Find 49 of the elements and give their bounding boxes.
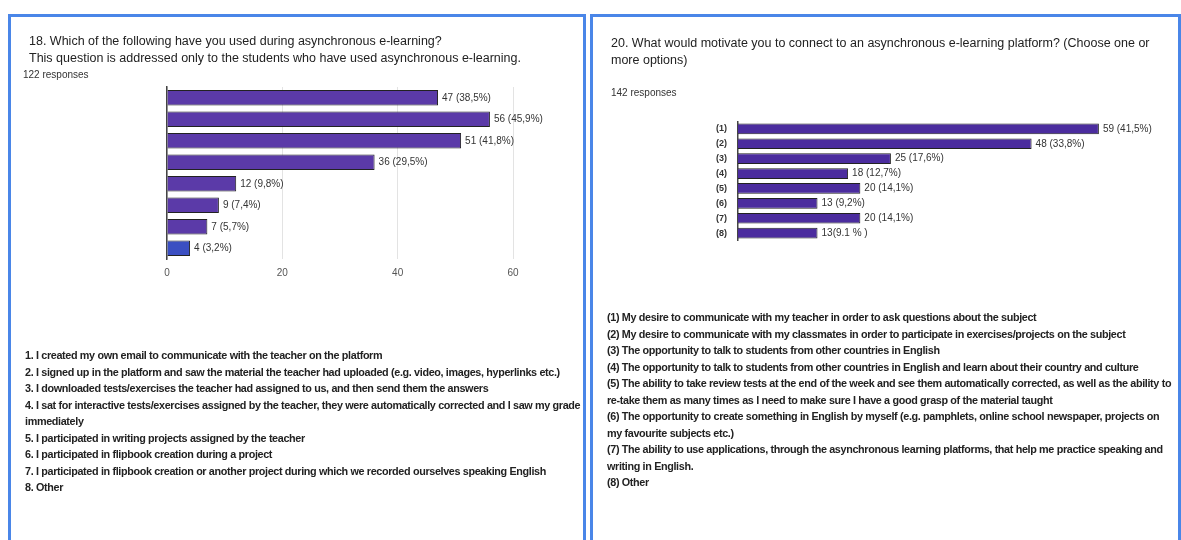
data-label: 20 (14,1%) bbox=[864, 182, 914, 194]
data-label: 51 (41,8%) bbox=[465, 134, 515, 146]
text: 4. I sat for interactive tests/exercises assigned by the teacher, they were automatically corrected and I saw my grade immediately bbox=[25, 397, 582, 429]
text: 7. I participated in flipbook creation or another project during which we recorded ourselves speaking English bbox=[25, 463, 547, 479]
data-label: 20 (14,1%) bbox=[864, 212, 914, 223]
text: (4) The opportunity to talk to students from other countries in English and learn about their country and culture bbox=[607, 359, 1140, 375]
y-tick-label: (6) bbox=[716, 197, 727, 208]
text: (7) The ability to use applications, through the asynchronous learning platforms, that help me practice speaking and writing in English. bbox=[607, 442, 1164, 474]
text: (8) Other bbox=[607, 475, 650, 490]
text: 122 responses bbox=[23, 69, 89, 80]
data-label: 25 (17,6%) bbox=[894, 152, 944, 164]
data-label: 18 (12,7%) bbox=[852, 167, 902, 179]
data-label: 12 (9,8%) bbox=[240, 177, 284, 189]
data-label: 4 (3,2%) bbox=[194, 242, 232, 253]
text: (5) The ability to take review tests at the end of the week and see them automatically corrected, as well as the ability to re-take them as many times as I need to make sure I have a good grasp of the material taught bbox=[607, 376, 1173, 408]
chart-subtitle: This question is addressed only to the students who have used asynchronous e-learning. bbox=[29, 51, 521, 65]
text: 5. I participated in writing projects assigned by the teacher bbox=[25, 430, 306, 446]
text: (3) The opportunity to talk to students from other countries in English bbox=[607, 343, 941, 358]
text: 2. I signed up in the platform and saw the material the teacher had uploaded (e.g. video, images, hyperlinks etc.) bbox=[25, 364, 561, 380]
data-label: 59 (41,5%) bbox=[1102, 122, 1152, 134]
data-label: 7 (5,7%) bbox=[211, 220, 250, 232]
data-label: 47 (38,5%) bbox=[442, 91, 491, 103]
data-label: 56 (45,9%) bbox=[493, 113, 543, 124]
x-tick-label: 20 bbox=[276, 266, 289, 278]
data-label: 9 (7,4%) bbox=[222, 199, 261, 210]
data-label: 48 (33,8%) bbox=[1035, 137, 1085, 149]
text: (1) My desire to communicate with my teacher in order to ask questions about the subject bbox=[607, 310, 1038, 325]
data-label: 13(9.1 % ) bbox=[821, 226, 868, 238]
text: 1. I created my own email to communicate with the teacher on the platform bbox=[25, 348, 384, 363]
y-tick-label: (1) bbox=[716, 123, 727, 134]
text: 6. I participated in flipbook creation during a project bbox=[25, 447, 274, 462]
text: 3. I downloaded tests/exercises the teacher had assigned to us, and then send them the answers bbox=[25, 381, 490, 396]
y-tick-label: (4) bbox=[716, 168, 727, 179]
data-label: 13 (9,2%) bbox=[821, 197, 865, 209]
x-tick-label: 60 bbox=[507, 266, 519, 278]
x-tick-label: 40 bbox=[392, 266, 404, 278]
text: (6) The opportunity to create something in English by myself (e.g. pamphlets, online school newspaper, projects on my favourite subjects etc.) bbox=[607, 409, 1161, 441]
y-tick-label: (3) bbox=[716, 153, 727, 164]
chart-title: 18. Which of the following have you used during asynchronous e-learning? bbox=[29, 34, 442, 48]
y-tick-label: (5) bbox=[716, 182, 727, 193]
data-label: 36 (29,5%) bbox=[378, 156, 428, 167]
text: 8. Other bbox=[25, 480, 65, 495]
y-tick-label: (8) bbox=[716, 227, 727, 238]
text: 142 responses bbox=[611, 87, 677, 98]
y-tick-label: (2) bbox=[716, 138, 727, 149]
x-tick-label: 0 bbox=[164, 266, 171, 278]
text: (2) My desire to communicate with my classmates in order to participate in exercises/projects on the subject bbox=[607, 326, 1127, 342]
y-tick-label: (7) bbox=[716, 212, 727, 223]
chart-title: 20. What would motivate you to connect to an asynchronous e-learning platform? (Choose one or more options) bbox=[611, 35, 1151, 69]
